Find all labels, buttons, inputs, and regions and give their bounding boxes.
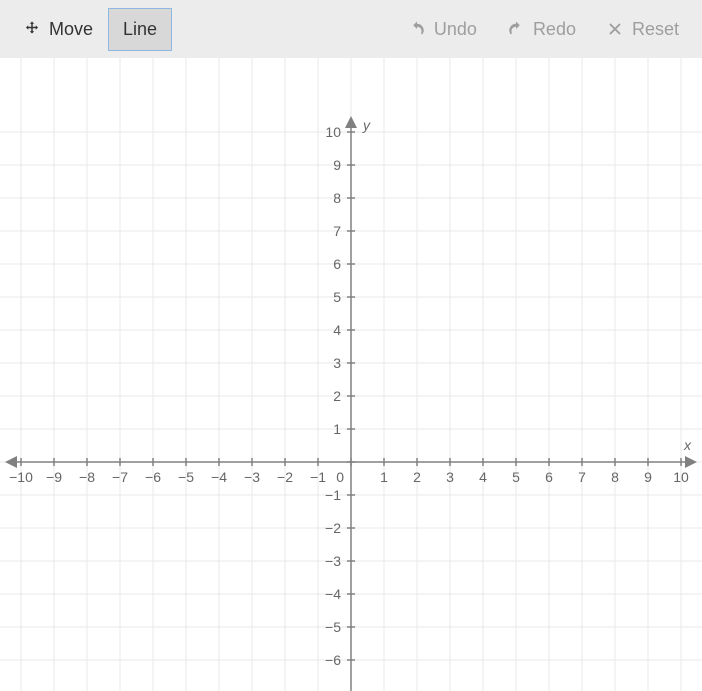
svg-text:−6: −6 (325, 652, 341, 668)
svg-text:10: 10 (673, 469, 689, 485)
reset-button[interactable]: Reset (591, 8, 694, 51)
svg-text:−1: −1 (325, 487, 341, 503)
svg-text:8: 8 (611, 469, 619, 485)
svg-text:2: 2 (413, 469, 421, 485)
svg-text:0: 0 (336, 469, 344, 485)
svg-text:−3: −3 (244, 469, 260, 485)
move-label: Move (49, 19, 93, 40)
line-tool-button[interactable]: Line (108, 8, 172, 51)
svg-text:4: 4 (479, 469, 487, 485)
undo-label: Undo (434, 19, 477, 40)
close-icon (606, 20, 624, 38)
svg-text:−2: −2 (277, 469, 293, 485)
svg-text:−5: −5 (325, 619, 341, 635)
svg-text:3: 3 (333, 355, 341, 371)
move-tool-button[interactable]: Move (8, 8, 108, 51)
line-label: Line (123, 19, 157, 40)
svg-text:−9: −9 (46, 469, 62, 485)
svg-text:6: 6 (545, 469, 553, 485)
toolbar: Move Line Undo Redo Reset (0, 0, 702, 58)
redo-label: Redo (533, 19, 576, 40)
svg-text:−8: −8 (79, 469, 95, 485)
graph-area[interactable]: −10−9−8−7−6−5−4−3−2−112345678910−6−5−4−3… (0, 58, 702, 691)
reset-label: Reset (632, 19, 679, 40)
svg-text:y: y (362, 117, 371, 133)
svg-text:9: 9 (644, 469, 652, 485)
svg-text:7: 7 (578, 469, 586, 485)
svg-text:2: 2 (333, 388, 341, 404)
undo-icon (408, 20, 426, 38)
svg-text:9: 9 (333, 157, 341, 173)
svg-text:−4: −4 (211, 469, 227, 485)
redo-button[interactable]: Redo (492, 8, 591, 51)
svg-text:8: 8 (333, 190, 341, 206)
svg-text:6: 6 (333, 256, 341, 272)
svg-text:5: 5 (512, 469, 520, 485)
svg-text:−1: −1 (310, 469, 326, 485)
svg-text:−4: −4 (325, 586, 341, 602)
svg-text:3: 3 (446, 469, 454, 485)
svg-text:4: 4 (333, 322, 341, 338)
cartesian-grid: −10−9−8−7−6−5−4−3−2−112345678910−6−5−4−3… (0, 58, 702, 691)
move-icon (23, 20, 41, 38)
svg-text:−3: −3 (325, 553, 341, 569)
svg-text:−7: −7 (112, 469, 128, 485)
svg-text:5: 5 (333, 289, 341, 305)
svg-text:x: x (683, 437, 692, 453)
svg-text:−2: −2 (325, 520, 341, 536)
svg-text:7: 7 (333, 223, 341, 239)
svg-text:−10: −10 (9, 469, 33, 485)
redo-icon (507, 20, 525, 38)
svg-text:1: 1 (380, 469, 388, 485)
svg-text:1: 1 (333, 421, 341, 437)
svg-text:10: 10 (325, 124, 341, 140)
svg-text:−5: −5 (178, 469, 194, 485)
undo-button[interactable]: Undo (393, 8, 492, 51)
svg-text:−6: −6 (145, 469, 161, 485)
